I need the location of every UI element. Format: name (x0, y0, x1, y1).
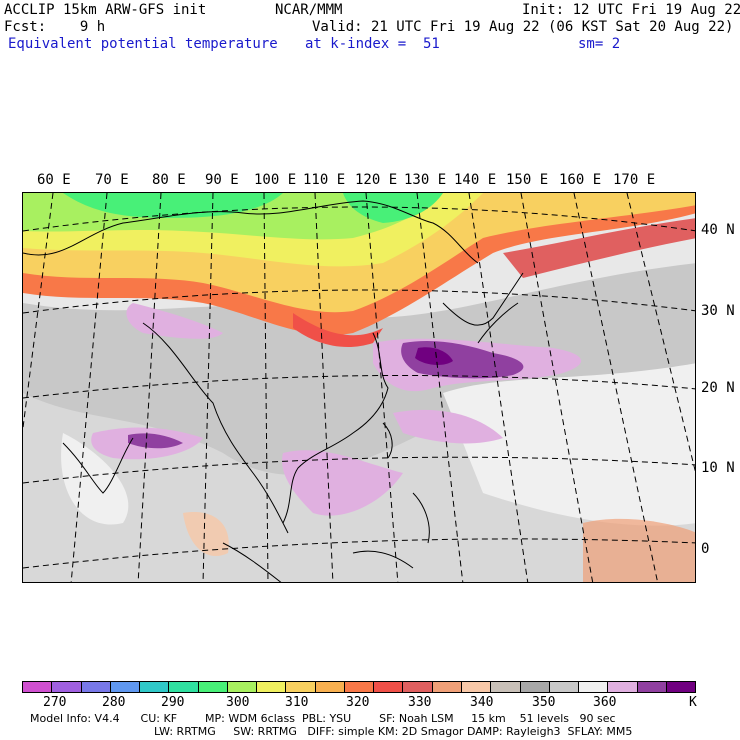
theta-e-map (22, 192, 696, 583)
lat-label: 0 (701, 541, 710, 557)
lon-label: 130 E (404, 172, 447, 188)
colorbar-swatch (315, 682, 345, 692)
lon-label: 80 E (152, 172, 186, 188)
lon-label: 60 E (37, 172, 71, 188)
colorbar (22, 681, 696, 693)
organization-label: NCAR/MMM (275, 2, 343, 18)
colorbar-label: 280 (102, 695, 126, 710)
colorbar-label: 340 (470, 695, 494, 710)
lon-label: 140 E (454, 172, 497, 188)
lon-label: 90 E (205, 172, 239, 188)
colorbar-swatch (23, 682, 53, 692)
colorbar-swatch (579, 682, 609, 692)
colorbar-swatch (374, 682, 404, 692)
colorbar-label: 350 (532, 695, 556, 710)
model-info-line1: Model Info: V4.4 CU: KF MP: WDM 6class P… (30, 712, 616, 725)
forecast-hour: Fcst: 9 h (4, 19, 106, 35)
colorbar-label: 310 (285, 695, 309, 710)
colorbar-swatch (169, 682, 199, 692)
colorbar-swatch (637, 682, 667, 692)
lat-label: 10 N (701, 460, 735, 476)
lon-label: 120 E (355, 172, 398, 188)
lat-label: 40 N (701, 222, 735, 238)
model-title: ACCLIP 15km ARW-GFS init (4, 2, 207, 18)
valid-time: Valid: 21 UTC Fri 19 Aug 22 (06 KST Sat … (312, 19, 734, 35)
lon-label: 100 E (254, 172, 297, 188)
colorbar-swatch (491, 682, 521, 692)
smoothing: sm= 2 (578, 36, 621, 52)
colorbar-swatch (520, 682, 550, 692)
colorbar-swatch (52, 682, 82, 692)
colorbar-swatch (608, 682, 638, 692)
colorbar-unit: K (689, 695, 697, 710)
colorbar-swatch (227, 682, 258, 692)
lon-label: 110 E (303, 172, 346, 188)
init-time: Init: 12 UTC Fri 19 Aug 22 (522, 2, 740, 18)
level-index: at k-index = 51 (305, 36, 440, 52)
colorbar-swatch (257, 682, 287, 692)
colorbar-swatch (198, 682, 228, 692)
colorbar-label: 270 (43, 695, 67, 710)
colorbar-swatch (110, 682, 141, 692)
lat-label: 30 N (701, 303, 735, 319)
lon-label: 170 E (613, 172, 656, 188)
colorbar-label: 330 (408, 695, 432, 710)
model-info-line2: LW: RRTMG SW: RRTMG DIFF: simple KM: 2D … (154, 725, 633, 738)
colorbar-swatch (286, 682, 316, 692)
lon-label: 150 E (506, 172, 549, 188)
colorbar-swatch (549, 682, 580, 692)
colorbar-label: 360 (593, 695, 617, 710)
colorbar-swatch (403, 682, 433, 692)
colorbar-swatch (344, 682, 375, 692)
colorbar-swatch (461, 682, 492, 692)
colorbar-label: 300 (226, 695, 250, 710)
colorbar-swatch (81, 682, 111, 692)
lat-label: 20 N (701, 380, 735, 396)
lon-label: 70 E (95, 172, 129, 188)
map-canvas (23, 193, 695, 582)
colorbar-swatch (666, 682, 696, 692)
colorbar-swatch (432, 682, 462, 692)
colorbar-label: 290 (161, 695, 185, 710)
colorbar-swatch (140, 682, 170, 692)
field-name: Equivalent potential temperature (8, 36, 278, 52)
lon-label: 160 E (559, 172, 602, 188)
colorbar-label: 320 (346, 695, 370, 710)
